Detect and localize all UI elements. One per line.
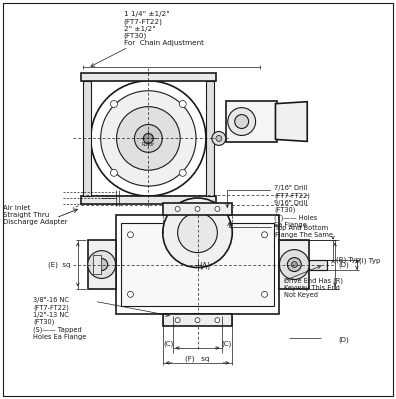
Circle shape [128, 291, 133, 297]
Circle shape [96, 259, 108, 271]
Circle shape [143, 133, 153, 143]
Circle shape [85, 75, 212, 202]
Circle shape [212, 132, 226, 145]
Text: 1 1/4" ±1/2"
(FT7-FT22)
2" ±1/2"
(FT30)
For  Chain Adjustment: 1 1/4" ±1/2" (FT7-FT22) 2" ±1/2" (FT30) … [124, 11, 204, 46]
Circle shape [128, 232, 133, 238]
Bar [81, 196, 216, 204]
Bar [309, 260, 327, 269]
Circle shape [163, 198, 232, 267]
Bar [163, 203, 232, 215]
Text: (F)   sq: (F) sq [185, 356, 209, 362]
Bar [163, 314, 232, 326]
Circle shape [91, 81, 206, 196]
Circle shape [179, 169, 186, 176]
Bar [116, 215, 280, 314]
Polygon shape [276, 102, 307, 141]
Text: (I) Typ: (I) Typ [359, 258, 380, 264]
Text: Air Inlet
Straight Thru
Discharge Adapter: Air Inlet Straight Thru Discharge Adapte… [4, 205, 68, 225]
Circle shape [195, 318, 200, 323]
Circle shape [216, 135, 222, 141]
Circle shape [110, 169, 118, 176]
Text: (A): (A) [200, 262, 211, 271]
Bar [120, 223, 274, 306]
Bar [93, 255, 101, 275]
Text: Top And Bottom
Flange The Same: Top And Bottom Flange The Same [276, 225, 333, 238]
Text: 7/16" Drill
(FT7-FT22)
9/16" Drill
(FT30)
(T)—— Holes
Ea Flange: 7/16" Drill (FT7-FT22) 9/16" Drill (FT30… [274, 185, 318, 227]
Bar [81, 73, 216, 81]
Text: (C): (C) [164, 340, 174, 346]
Circle shape [287, 258, 301, 271]
Text: (C): (C) [221, 340, 231, 346]
Text: (D): (D) [338, 336, 349, 343]
Circle shape [116, 107, 180, 170]
Bar [206, 81, 214, 196]
Circle shape [235, 115, 249, 128]
Text: Rotor: Rotor [142, 142, 155, 147]
Circle shape [88, 251, 116, 279]
Circle shape [135, 124, 162, 152]
Circle shape [261, 291, 268, 297]
Circle shape [228, 108, 255, 135]
Circle shape [215, 206, 220, 211]
Circle shape [280, 250, 309, 279]
Bar [280, 240, 309, 289]
Text: (E)  sq: (E) sq [48, 261, 70, 268]
Circle shape [175, 206, 180, 211]
Circle shape [178, 213, 217, 253]
Circle shape [110, 101, 118, 107]
Bar [83, 81, 91, 196]
Circle shape [179, 101, 186, 107]
Circle shape [291, 262, 297, 267]
Circle shape [215, 318, 220, 323]
Text: Drive End Has (R)
Keyway This End
Not Keyed: Drive End Has (R) Keyway This End Not Ke… [284, 277, 343, 298]
Bar [88, 240, 116, 289]
Bar [226, 101, 278, 142]
Circle shape [101, 91, 196, 186]
Text: 3/8"-16 NC
(FT7-FT22)
1/2"-13 NC
(FT30)
(S)—— Tapped
Holes Ea Flange: 3/8"-16 NC (FT7-FT22) 1/2"-13 NC (FT30) … [33, 297, 87, 340]
Text: (D): (D) [338, 261, 349, 268]
Circle shape [261, 232, 268, 238]
Circle shape [195, 206, 200, 211]
Circle shape [175, 318, 180, 323]
Text: (B) Typ: (B) Typ [336, 257, 360, 263]
